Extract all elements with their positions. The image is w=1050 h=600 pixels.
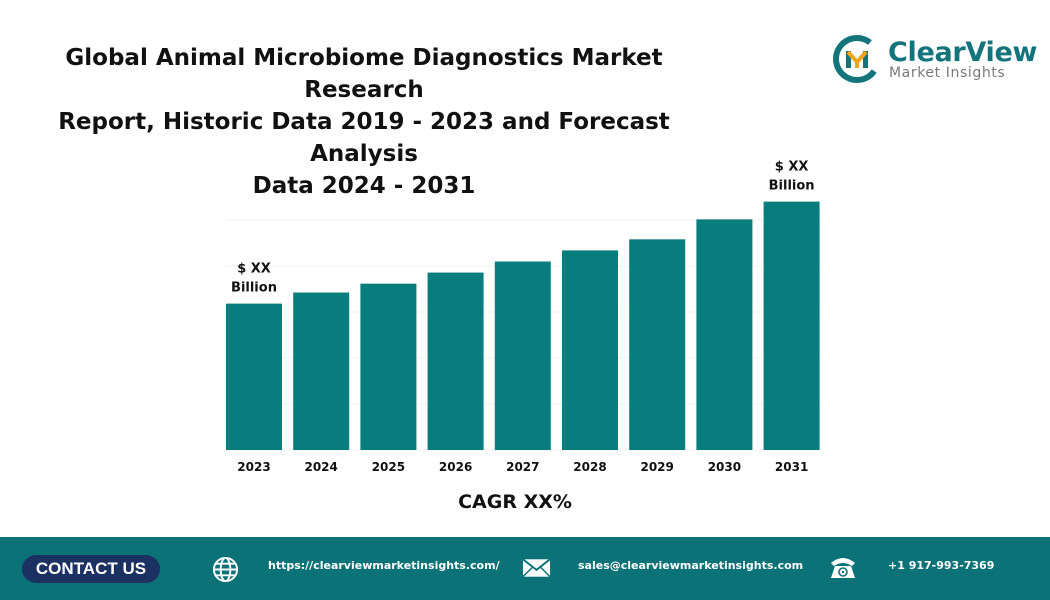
telephone-icon — [831, 558, 855, 578]
brand-logo: ClearView Market Insights — [832, 34, 1037, 86]
bar-2027 — [494, 261, 551, 450]
bar-value-label: Billion — [231, 281, 277, 296]
contact-footer: CONTACT US https://clearviewmarketinsigh… — [0, 537, 1050, 600]
bar-2023 — [226, 303, 282, 450]
bar-2030 — [696, 219, 753, 450]
bar-2029 — [629, 239, 686, 450]
cagr-label: CAGR XX% — [458, 491, 572, 513]
x-tick-label: 2023 — [237, 460, 270, 474]
x-tick-label: 2029 — [640, 460, 673, 474]
email-link[interactable]: sales@clearviewmarketinsights.com — [578, 559, 804, 572]
x-tick-label: 2027 — [506, 460, 539, 474]
brand-name: ClearView — [888, 37, 1038, 68]
x-tick-label: 2031 — [775, 460, 808, 474]
envelope-icon — [522, 558, 551, 578]
contact-us-button[interactable]: CONTACT US — [22, 555, 160, 583]
report-title: Global Animal Microbiome Diagnostics Mar… — [14, 42, 714, 202]
report-title-line-1: Global Animal Microbiome Diagnostics Mar… — [65, 45, 663, 103]
bar-value-label: $ XX — [237, 262, 271, 277]
x-tick-label: 2028 — [573, 460, 606, 474]
bar-2031 — [763, 201, 820, 450]
report-title-line-2: Report, Historic Data 2019 - 2023 and Fo… — [58, 109, 670, 167]
bar-2024 — [293, 292, 350, 450]
bar-2026 — [427, 272, 484, 450]
x-tick-label: 2026 — [439, 460, 472, 474]
brand-tagline: Market Insights — [889, 65, 1006, 81]
website-link[interactable]: https://clearviewmarketinsights.com/ — [268, 559, 500, 572]
bar-2025 — [360, 283, 417, 450]
phone-link[interactable]: +1 917-993-7369 — [888, 559, 995, 572]
globe-icon — [212, 556, 239, 583]
clearview-logo-icon — [833, 35, 881, 83]
report-title-line-3: Data 2024 - 2031 — [252, 173, 476, 199]
x-tick-label: 2025 — [372, 460, 405, 474]
bar-value-label: Billion — [769, 179, 815, 194]
bar-2028 — [562, 250, 618, 450]
bar-value-label: $ XX — [775, 160, 809, 175]
x-tick-label: 2030 — [708, 460, 741, 474]
market-bar-chart: 2023 2024 2025 2026 2027 2028 2029 2030 2031 $ XX… — [226, 160, 820, 474]
x-tick-label: 2024 — [304, 460, 337, 474]
